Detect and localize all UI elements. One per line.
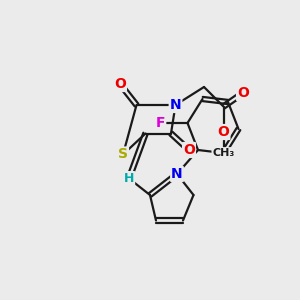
Text: N: N (170, 98, 181, 112)
Text: S: S (118, 148, 128, 161)
Text: H: H (124, 172, 134, 185)
Text: F: F (156, 116, 165, 130)
Text: O: O (183, 143, 195, 157)
Text: O: O (218, 125, 230, 139)
Text: O: O (237, 86, 249, 100)
Text: O: O (114, 77, 126, 91)
Text: N: N (171, 167, 183, 181)
Text: CH₃: CH₃ (212, 148, 235, 158)
